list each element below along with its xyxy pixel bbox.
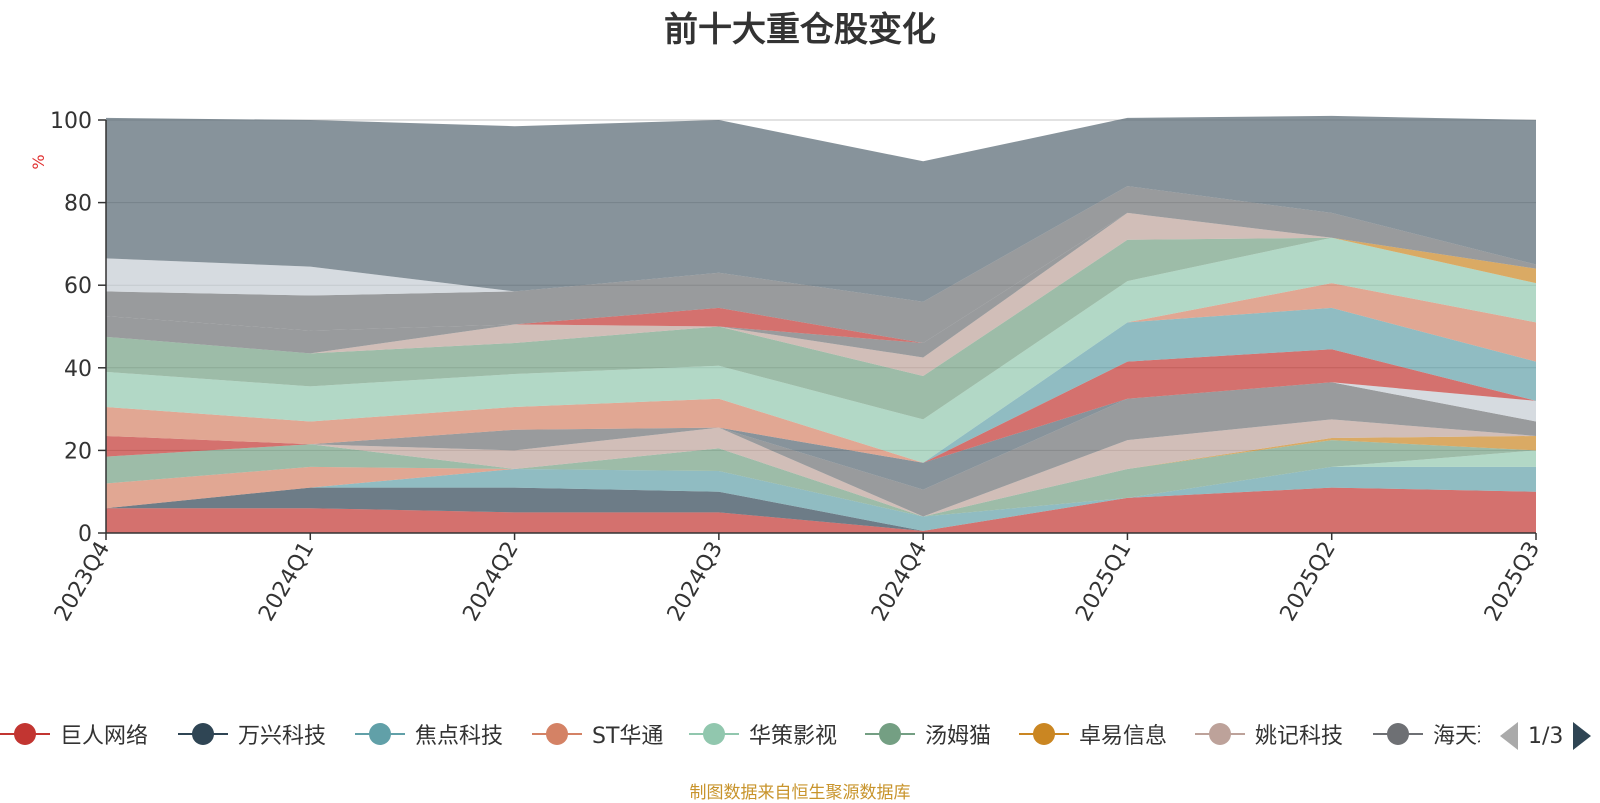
legend-item[interactable]: 汤姆猫 <box>865 716 991 752</box>
legend-pager: 1/3 <box>1500 718 1592 754</box>
area-series-12 <box>106 349 1536 463</box>
area-series-2 <box>106 487 1536 531</box>
legend-prev-page-button[interactable] <box>1500 722 1518 750</box>
source-note: 制图数据来自恒生聚源数据库 <box>689 783 911 803</box>
legend-label: 姚记科技 <box>1255 724 1344 749</box>
area-series <box>106 115 1536 533</box>
x-tick-label: 2024Q2 <box>458 538 523 626</box>
area-series-1 <box>106 487 1536 533</box>
legend-marker-icon <box>1195 719 1245 749</box>
legend-next-page-button[interactable] <box>1573 722 1592 750</box>
legend-page-indicator: 1/3 <box>1528 723 1564 749</box>
legend-marker-icon <box>178 719 228 749</box>
area-series-3 <box>106 466 1536 531</box>
area-series-8 <box>106 419 1536 517</box>
legend-item[interactable]: 海天瑞声 <box>1373 716 1480 752</box>
y-axis-label: % <box>29 154 48 169</box>
legend-marker-icon <box>0 719 50 749</box>
area-series-22 <box>106 186 1536 344</box>
legend-marker-icon <box>355 719 405 749</box>
area-series-24 <box>106 115 1536 302</box>
legend: 巨人网络 万兴科技 焦点科技 ST华通 华策影视 汤姆猫 卓易信息 姚记科技 海天瑞声 <box>0 716 1480 756</box>
area-series-23 <box>106 186 1536 302</box>
legend-label: 万兴科技 <box>238 724 327 749</box>
area-series-18 <box>106 212 1536 377</box>
x-tick-label: 2025Q2 <box>1276 538 1341 626</box>
legend-label: 海天瑞声 <box>1433 724 1480 749</box>
legend-label: 卓易信息 <box>1079 724 1168 749</box>
legend-marker-icon <box>689 719 739 749</box>
legend-marker-icon <box>865 719 915 749</box>
y-tick-label: 100 <box>50 109 92 134</box>
legend-item[interactable]: ST华通 <box>532 716 663 752</box>
stacked-area-chart: 0 20 40 60 80 100 2023Q4 2024Q1 2024Q2 2024Q3 2024… <box>29 109 1545 626</box>
area-series-16 <box>106 237 1536 420</box>
y-tick-label: 80 <box>64 192 92 217</box>
legend-marker-icon <box>1019 719 1069 749</box>
legend-label: 华策影视 <box>749 724 838 749</box>
x-tick-label: 2024Q1 <box>254 538 319 626</box>
legend-item[interactable]: 万兴科技 <box>178 716 326 752</box>
area-series-6 <box>106 440 1536 517</box>
legend-marker-icon <box>532 719 582 749</box>
legend-item[interactable]: 焦点科技 <box>355 716 503 752</box>
legend-item[interactable]: 巨人网络 <box>0 716 148 752</box>
y-tick-label: 40 <box>64 357 92 382</box>
area-series-9 <box>106 382 1536 517</box>
x-tick-label: 2024Q4 <box>867 538 932 626</box>
legend-label: 汤姆猫 <box>925 724 992 749</box>
legend-marker-icon <box>1373 719 1423 749</box>
legend-label: ST华通 <box>592 724 664 749</box>
area-series-15 <box>106 237 1536 463</box>
legend-item[interactable]: 卓易信息 <box>1019 716 1167 752</box>
legend-label: 巨人网络 <box>60 724 149 749</box>
legend-label: 焦点科技 <box>415 724 504 749</box>
legend-item[interactable]: 姚记科技 <box>1195 716 1343 752</box>
chart-title: 前十大重仓股变化 <box>664 10 936 50</box>
area-series-11 <box>106 382 1536 463</box>
area-series-13 <box>106 307 1536 463</box>
x-tick-label: 2025Q1 <box>1071 538 1136 626</box>
legend-item[interactable]: 华策影视 <box>689 716 837 752</box>
area-series-14 <box>106 283 1536 463</box>
y-tick-label: 60 <box>64 274 92 299</box>
y-tick-label: 20 <box>64 439 92 464</box>
x-tick-label: 2025Q3 <box>1480 538 1545 626</box>
y-tick-label: 0 <box>78 522 92 547</box>
x-tick-label: 2024Q3 <box>663 538 728 626</box>
x-tick-label: 2023Q4 <box>50 538 115 626</box>
area-series-19 <box>106 212 1536 358</box>
